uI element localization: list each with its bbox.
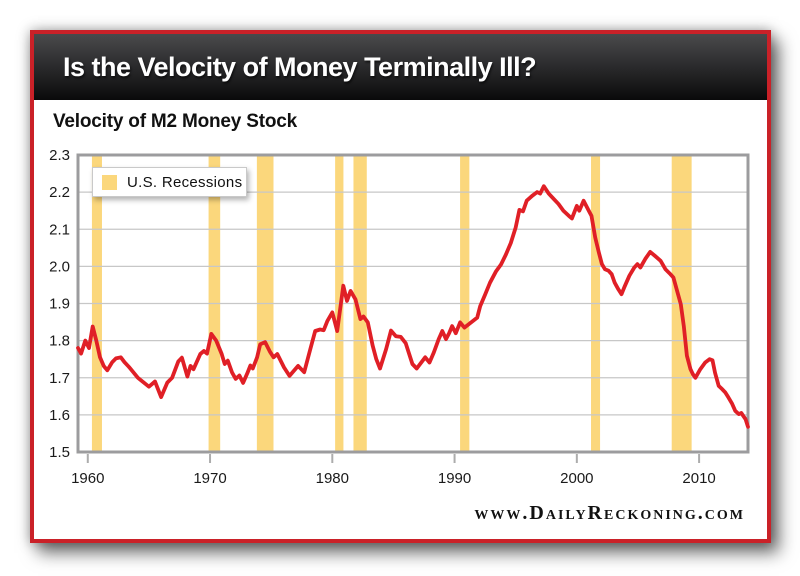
x-axis-label: 1990	[438, 470, 471, 487]
legend-label: U.S. Recessions	[127, 173, 243, 191]
x-axis-label: 1970	[193, 470, 226, 487]
chart-title: Velocity of M2 Money Stock	[53, 111, 297, 132]
y-axis-label: 1.6	[49, 407, 70, 424]
header-bar: Is the Velocity of Money Terminally Ill?	[34, 34, 767, 100]
y-axis-label: 1.8	[49, 333, 70, 350]
y-axis-label: 2.1	[49, 221, 70, 238]
x-axis-label: 1960	[71, 470, 104, 487]
y-axis-label: 1.7	[49, 370, 70, 387]
x-axis-label: 2010	[682, 470, 715, 487]
page-title: Is the Velocity of Money Terminally Ill?	[63, 51, 537, 82]
recession-swatch-icon	[102, 174, 117, 190]
x-axis-label: 2000	[560, 470, 593, 487]
x-axis-label: 1980	[316, 470, 349, 487]
chart-card: Is the Velocity of Money Terminally Ill?…	[30, 30, 771, 543]
m2-velocity-chart: 1.5 1.6 1.7 1.8 1.9 2.0 2.1 2.2 2.3 1960 1970 1980 1…	[49, 147, 750, 487]
plot-border	[76, 153, 750, 454]
y-axis-label: 1.5	[49, 444, 70, 461]
legend-box: U.S. Recessions	[92, 167, 247, 197]
y-axis-label: 2.0	[49, 258, 70, 275]
y-axis-label: 1.9	[49, 296, 70, 313]
site-credit: www.DailyReckoning.com	[474, 502, 745, 524]
velocity-line	[76, 184, 750, 429]
y-axis-label: 2.3	[49, 147, 70, 164]
y-axis-label: 2.2	[49, 184, 70, 201]
